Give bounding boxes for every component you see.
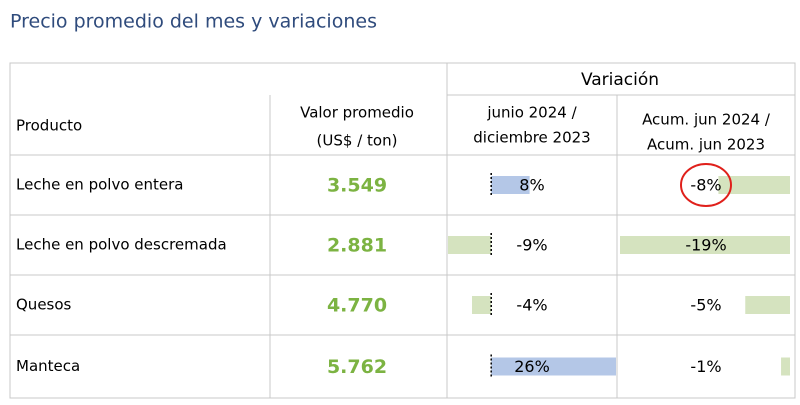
average-value: 4.770 <box>327 295 387 317</box>
data-bar <box>448 236 492 254</box>
data-bar <box>472 296 492 314</box>
product-name: Quesos <box>16 296 72 314</box>
product-name: Leche en polvo entera <box>16 176 183 194</box>
data-bar <box>781 357 790 376</box>
average-value: 5.762 <box>327 356 387 378</box>
variation-label: -5% <box>690 296 721 315</box>
variation-label: -8% <box>690 176 721 195</box>
variation-label: -9% <box>516 236 547 255</box>
header-var-month: junio 2024 / <box>486 104 577 122</box>
table-body: 8% -9% -4% 26% -8% -19% -5% -1% Leche en polvo e… <box>16 173 790 379</box>
header-value: (US$ / ton) <box>317 132 398 150</box>
variation-label: -4% <box>516 296 547 315</box>
data-bar <box>491 357 616 376</box>
page-title: Precio promedio del mes y variaciones <box>10 11 377 33</box>
average-value: 2.881 <box>327 235 387 257</box>
table-borders <box>9 62 796 399</box>
variation-label: 26% <box>514 357 550 376</box>
data-bar <box>491 176 530 194</box>
average-value: 3.549 <box>327 175 387 197</box>
variation-label: 8% <box>519 176 544 195</box>
data-bar <box>745 296 790 314</box>
data-bar <box>718 176 790 194</box>
highlight-circle <box>680 163 732 207</box>
cell-texts: 8% -9% -4% 26% -8% -19% -5% -1% Leche en polvo e… <box>16 175 727 379</box>
bars <box>448 173 790 379</box>
group-header: Variación <box>581 70 659 90</box>
variation-label: -19% <box>685 236 726 255</box>
header-var-acum: Acum. jun 2024 / <box>642 111 771 129</box>
header-value: Valor promedio <box>300 104 414 122</box>
product-name: Manteca <box>16 357 80 375</box>
header-product: Producto <box>16 117 82 135</box>
product-name: Leche en polvo descremada <box>16 236 227 254</box>
variation-label: -1% <box>690 357 721 376</box>
data-bar <box>620 236 790 254</box>
header-var-month: diciembre 2023 <box>473 129 590 147</box>
header-var-acum: Acum. jun 2023 <box>647 136 765 154</box>
